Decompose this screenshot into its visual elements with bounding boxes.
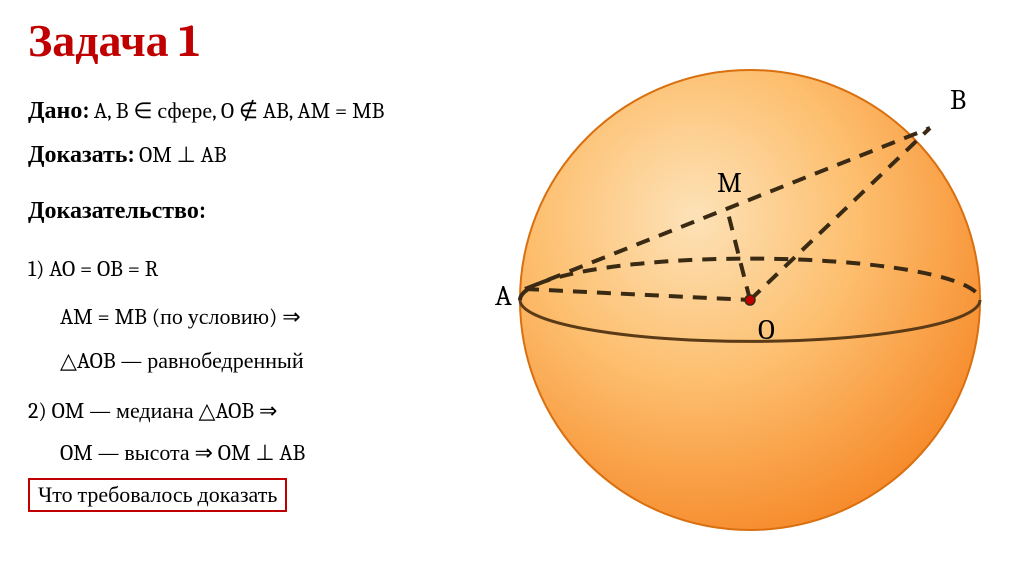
label-m: M (717, 167, 742, 199)
equator-back (520, 259, 980, 300)
qed-text: Что требовалось доказать (38, 482, 277, 508)
label-a: A (495, 280, 512, 312)
segment-ab (525, 128, 930, 289)
proof-label: Доказательство: (28, 196, 206, 225)
given-line: Дано: A, B ∈ сфере, O ∉ AB, AM = MB (28, 96, 384, 125)
step-1b: AM = MB (по условию) ⇒ (60, 304, 301, 330)
prove-body: OM ⊥ AB (134, 142, 226, 168)
step-1a: 1) AO = OB = R (28, 256, 158, 282)
given-label: Дано: (28, 96, 89, 124)
sphere-body (520, 70, 980, 530)
label-o: O (758, 314, 775, 346)
equator-front (520, 300, 980, 341)
prove-line: Доказать: OM ⊥ AB (28, 140, 227, 169)
prove-label: Доказать: (28, 140, 134, 168)
step-2a: 2) OM — медиана △AOB ⇒ (28, 398, 277, 424)
step-1c: △AOB — равнобедренный (60, 348, 304, 374)
qed-box: Что требовалось доказать (28, 478, 287, 512)
given-body: A, B ∈ сфере, O ∉ AB, AM = MB (89, 98, 384, 124)
point-o (745, 295, 755, 305)
step-2b: OM — высота ⇒ OM ⊥ AB (60, 440, 305, 466)
proof-label-text: Доказательство: (28, 196, 206, 224)
label-b: B (950, 84, 966, 116)
segment-om (727, 209, 750, 300)
page: Задача 1 Дано: A, B ∈ сфере, O ∉ AB, AM … (0, 0, 1024, 574)
segment-ao (525, 289, 750, 300)
segment-ob (750, 128, 930, 300)
title-text: Задача 1 (28, 15, 200, 68)
problem-title: Задача 1 (28, 14, 200, 68)
